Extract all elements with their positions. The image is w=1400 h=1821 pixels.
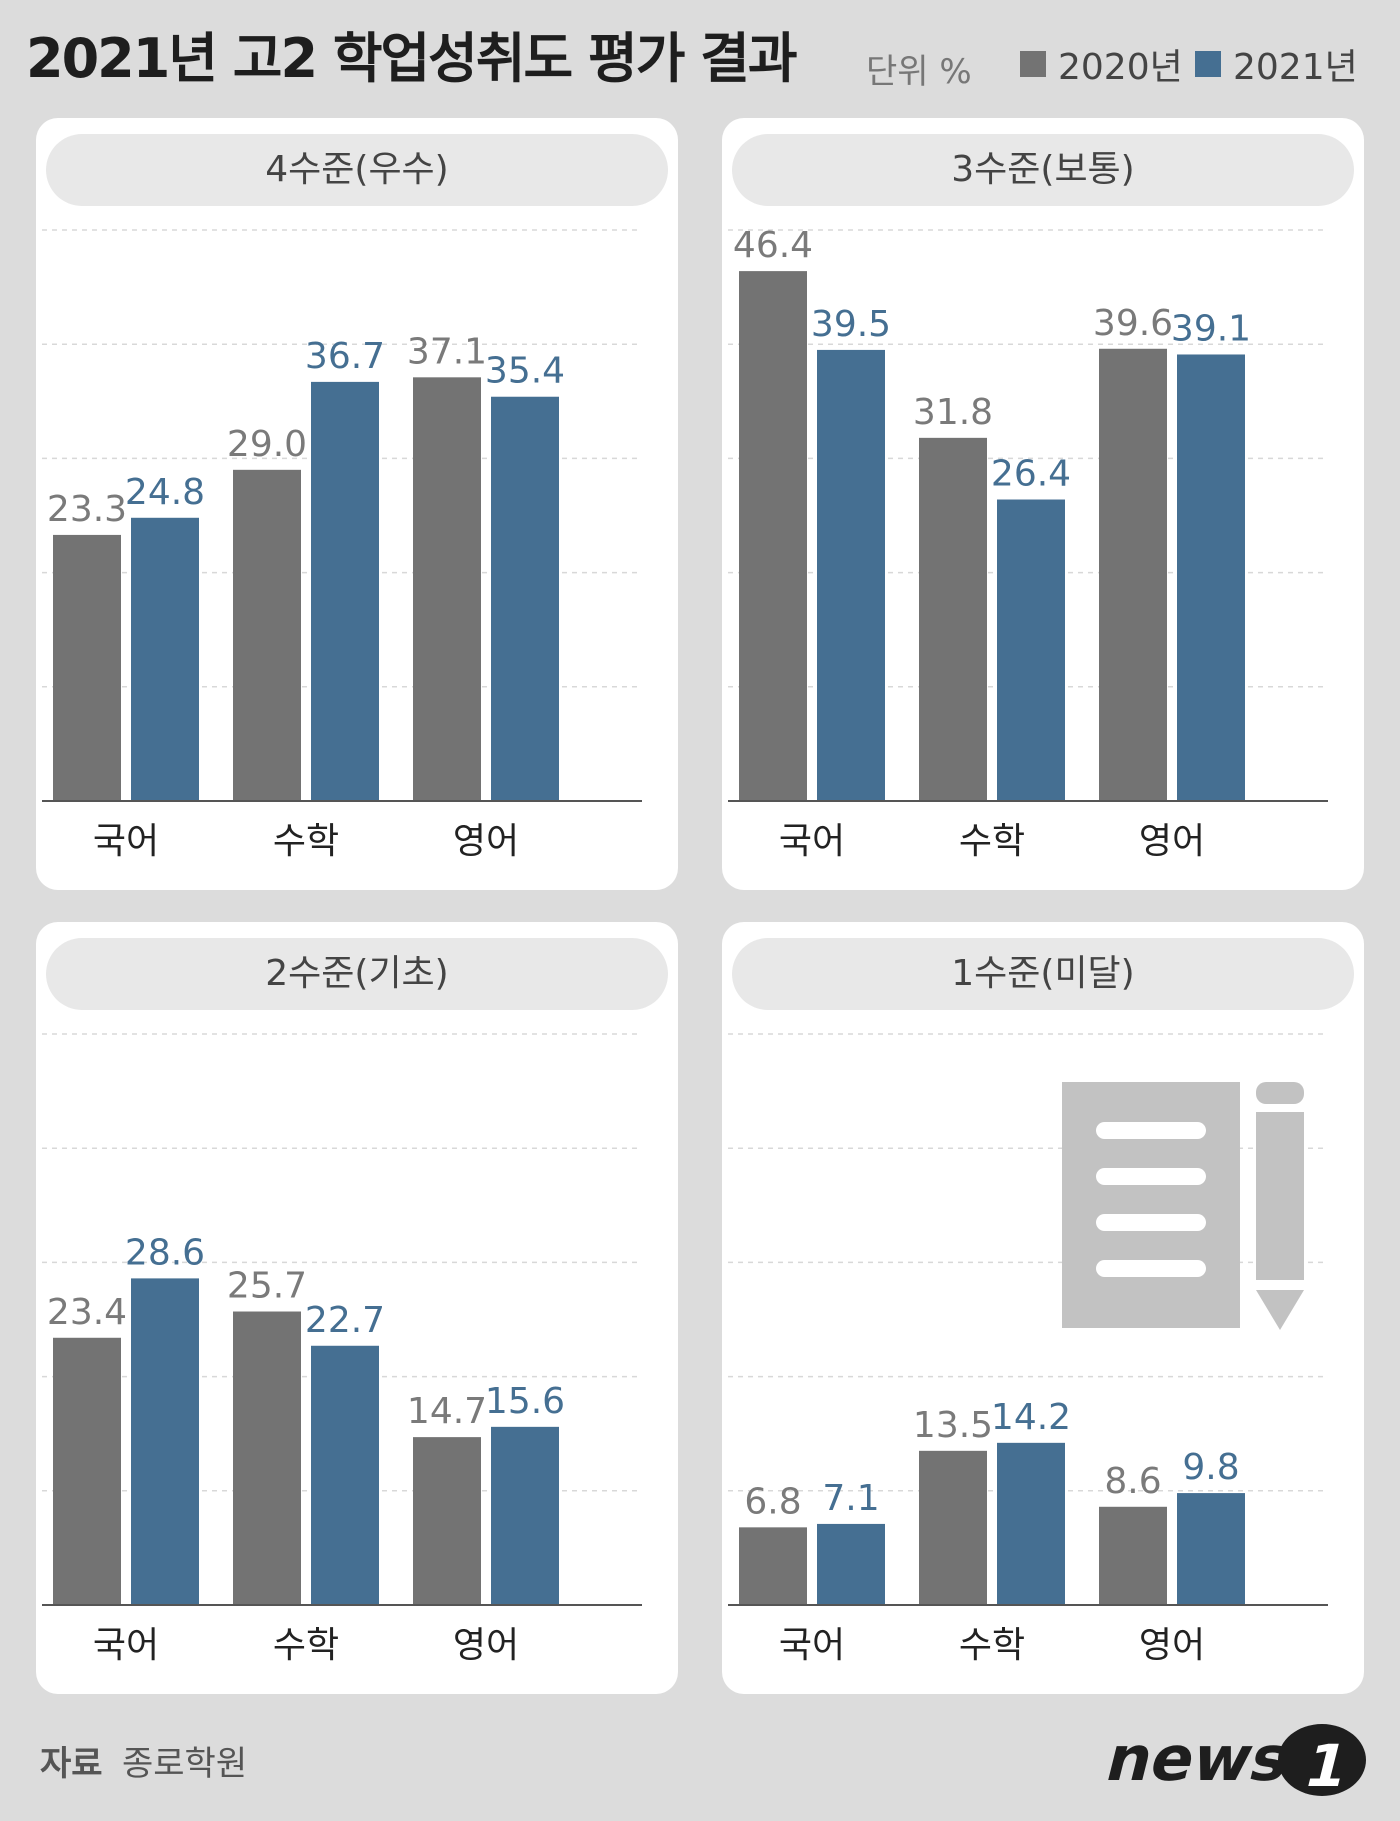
panel-title: 1수준(미달) <box>732 938 1354 1010</box>
category-label: 영어 <box>453 821 519 862</box>
panel-title: 4수준(우수) <box>46 134 668 206</box>
bar-2020 <box>919 437 987 801</box>
data-label: 39.5 <box>811 304 891 345</box>
bar-2021 <box>817 1523 885 1605</box>
category-label: 영어 <box>1139 821 1205 862</box>
category-label: 수학 <box>959 821 1025 862</box>
bar-2021 <box>1177 354 1245 801</box>
data-label: 7.1 <box>822 1478 879 1519</box>
chart-panel-level2: 2수준(기초) 23.4 28.6 국어 25.7 22.7 수학 14.7 15.6 영어 <box>36 922 678 1694</box>
category-label: 영어 <box>453 1625 519 1666</box>
bar-2021 <box>131 517 199 801</box>
bar-2020 <box>53 1337 121 1605</box>
unit-label: 단위 % <box>866 52 972 92</box>
bar-2020 <box>739 271 807 801</box>
panel-title: 3수준(보통) <box>732 134 1354 206</box>
data-label: 15.6 <box>485 1381 565 1422</box>
chart-panel-level3: 3수준(보통) 46.4 39.5 국어 31.8 26.4 수학 39.6 39.1 영어 <box>722 118 1364 890</box>
data-label: 36.7 <box>305 336 385 377</box>
bar-chart-level4: 23.324.8 국어 29.0 36.7 수학 37.135.4 영어 <box>42 229 642 862</box>
data-label: 37.1 <box>407 331 487 372</box>
chart-panel-level4: 4수준(우수) 23.3 24.8 국어 29.0 36.7 수학 37.1 35.4 영어 <box>36 118 678 890</box>
bar-2020 <box>919 1450 987 1605</box>
category-label: 영어 <box>1139 1625 1205 1666</box>
source-label: 자료 <box>40 1744 103 1784</box>
data-label: 31.8 <box>913 392 993 433</box>
bar-2020 <box>1099 1506 1167 1605</box>
category-label: 국어 <box>93 1625 159 1666</box>
data-label: 6.8 <box>744 1481 801 1522</box>
data-label: 29.0 <box>227 424 307 465</box>
bar-2020 <box>413 1437 481 1605</box>
data-label: 24.8 <box>125 472 205 513</box>
bar-chart-level2: 23.4 28.6 국어 25.722.7 수학 14.715.6 영어 <box>42 1033 642 1666</box>
data-label: 8.6 <box>1104 1461 1161 1502</box>
bar-2020 <box>739 1527 807 1605</box>
data-label: 26.4 <box>991 454 1071 495</box>
bar-2021 <box>491 396 559 801</box>
bar-2020 <box>53 534 121 801</box>
legend-label-2021: 2021년 <box>1233 47 1358 88</box>
bar-2020 <box>1099 348 1167 801</box>
legend-label-2020: 2020년 <box>1058 47 1183 88</box>
bar-2021 <box>1177 1493 1245 1605</box>
data-label: 14.7 <box>407 1391 487 1432</box>
bar-2020 <box>413 377 481 801</box>
data-label: 23.3 <box>47 489 127 530</box>
data-label: 28.6 <box>125 1232 205 1273</box>
data-label: 35.4 <box>485 351 565 392</box>
source-text: 종로학원 <box>122 1744 248 1784</box>
chart-panel-level1: 1수준(미달) 6.8 7.1 국어 13.5 14.2 수학 8.6 9.8 영어 <box>722 922 1364 1694</box>
data-label: 39.6 <box>1093 303 1173 344</box>
data-label: 13.5 <box>913 1405 993 1446</box>
data-label: 46.4 <box>733 225 813 266</box>
data-label: 23.4 <box>47 1292 127 1333</box>
category-label: 수학 <box>273 821 339 862</box>
data-label: 22.7 <box>305 1300 385 1341</box>
legend-swatch-2021 <box>1195 51 1221 77</box>
legend-swatch-2020 <box>1020 51 1046 77</box>
category-label: 국어 <box>779 1625 845 1666</box>
bar-2021 <box>997 499 1065 801</box>
document-pencil-icon <box>1062 1082 1304 1330</box>
data-label: 25.7 <box>227 1266 307 1307</box>
bar-chart-level1: 6.8 7.1 국어 13.514.2 수학 8.6 9.8 영어 <box>728 1033 1328 1666</box>
bar-2021 <box>997 1442 1065 1605</box>
category-label: 수학 <box>273 1625 339 1666</box>
bar-2021 <box>131 1278 199 1605</box>
category-label: 국어 <box>779 821 845 862</box>
svg-text:news: news <box>1100 1723 1298 1795</box>
bar-2020 <box>233 1311 301 1605</box>
bar-2021 <box>311 381 379 801</box>
panel-title: 2수준(기초) <box>46 938 668 1010</box>
legend-item-2021: 2021년 <box>1195 44 1358 88</box>
data-label: 14.2 <box>991 1397 1071 1438</box>
bar-chart-level3: 46.4 39.5 국어 31.8 26.4 수학 39.639.1 영어 <box>728 225 1328 862</box>
bar-2020 <box>233 469 301 801</box>
data-label: 9.8 <box>1182 1447 1239 1488</box>
category-label: 수학 <box>959 1625 1025 1666</box>
category-label: 국어 <box>93 821 159 862</box>
bar-2021 <box>817 349 885 801</box>
bar-2021 <box>491 1426 559 1605</box>
data-label: 39.1 <box>1171 308 1251 349</box>
news1-logo: news 1 <box>1100 1723 1366 1798</box>
legend-item-2020: 2020년 <box>1020 44 1183 88</box>
bar-2021 <box>311 1345 379 1605</box>
page-title: 2021년 고2 학업성취도 평가 결과 <box>26 27 798 90</box>
